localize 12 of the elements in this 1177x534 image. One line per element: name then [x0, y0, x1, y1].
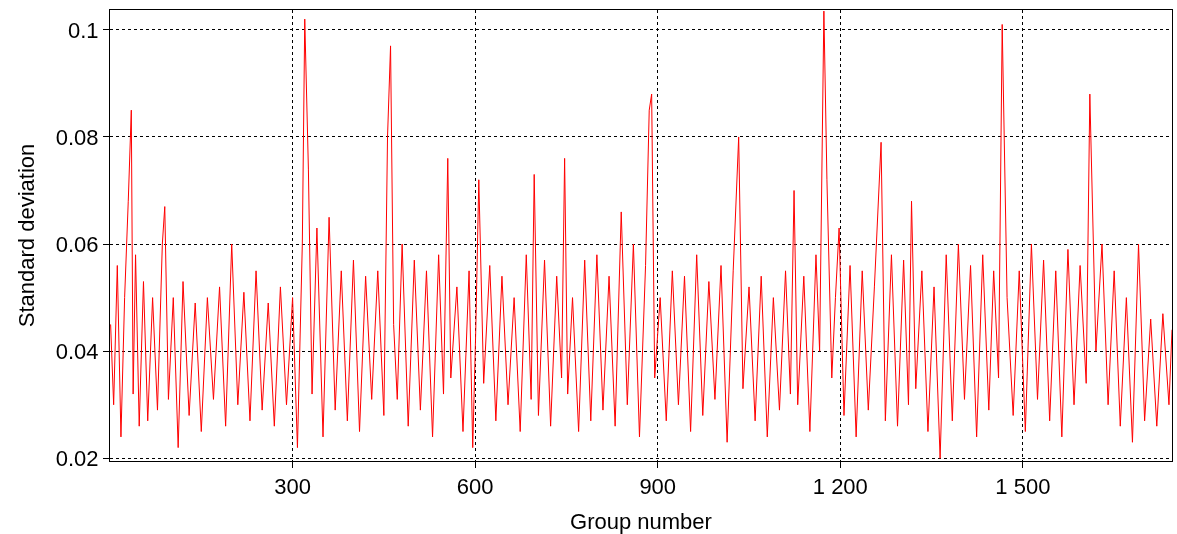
x-tick-label: 600 [456, 474, 494, 500]
y-tick-label: 0.06 [55, 231, 99, 257]
y-tick-label: 0.1 [68, 17, 99, 43]
y-tick-label: 0.04 [55, 338, 99, 364]
x-axis-title: Group number [570, 509, 712, 534]
y-tick-label: 0.02 [55, 446, 99, 472]
x-tick-label: 1 200 [812, 474, 868, 500]
y-tick-label: 0.08 [55, 124, 99, 150]
x-tick-label: 1 500 [995, 474, 1051, 500]
x-tick-label: 300 [274, 474, 311, 500]
y-axis-title: Standard deviation [13, 143, 39, 328]
x-tick-label: 900 [639, 474, 677, 500]
